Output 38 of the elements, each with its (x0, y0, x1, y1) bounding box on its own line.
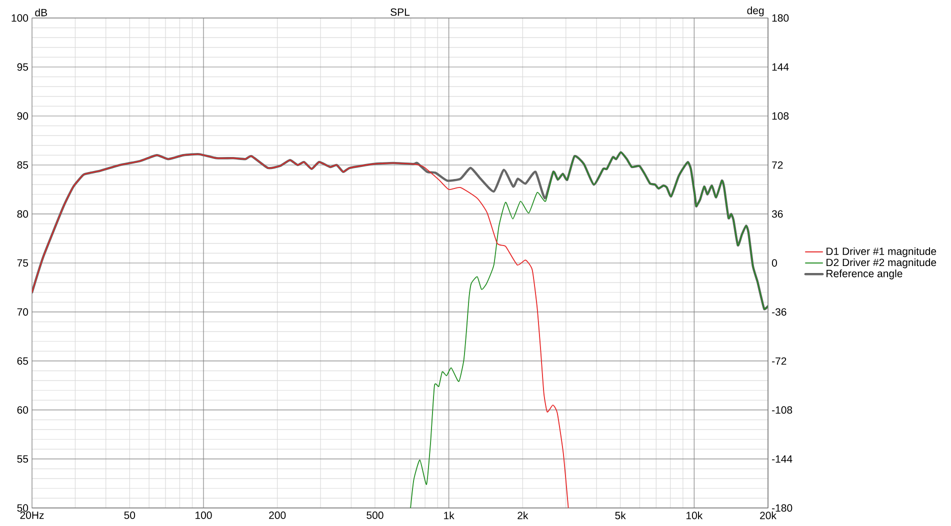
y-tick-label: 70 (17, 308, 28, 316)
y2-tick-label: -36 (772, 308, 786, 316)
x-tick-label: 2k (518, 512, 528, 520)
y2-tick-label: -144 (772, 455, 792, 463)
y-tick-label: 75 (17, 259, 28, 267)
y2-tick-label: 108 (772, 112, 789, 120)
x-tick-label: 20Hz (20, 512, 44, 519)
x-tick-label: 20k (760, 512, 776, 520)
y-tick-label: 65 (17, 357, 28, 365)
y2-tick-label: 72 (772, 161, 783, 169)
chart-title: SPL (390, 8, 410, 16)
y-tick-label: 90 (17, 112, 28, 120)
y2-axis-title: deg (747, 6, 764, 16)
y-tick-label: 85 (17, 161, 28, 169)
y2-tick-label: -108 (772, 406, 792, 414)
x-tick-label: 500 (366, 512, 384, 519)
x-tick-label: 50 (124, 512, 136, 519)
y-tick-label: 60 (17, 406, 28, 414)
y-tick-label: 100 (12, 14, 28, 22)
x-tick-label: 1k (444, 512, 454, 520)
x-tick-label: 100 (196, 512, 212, 519)
y2-tick-label: 0 (772, 259, 777, 267)
legend-label: Reference angle (826, 270, 902, 280)
y2-tick-label: -180 (772, 504, 792, 512)
legend-label: D1 Driver #1 magnitude (826, 247, 936, 258)
y-tick-label: 55 (17, 455, 28, 463)
y-tick-label: 50 (17, 504, 28, 512)
x-tick-label: 200 (269, 512, 286, 519)
y-axis-title: dB (35, 8, 47, 16)
y2-tick-label: 144 (772, 63, 789, 71)
y-tick-label: 95 (17, 63, 28, 71)
x-tick-label: 10k (686, 512, 703, 520)
y2-tick-label: 180 (772, 14, 789, 22)
y2-tick-label: 36 (772, 210, 783, 218)
legend-label: D2 Driver #2 magnitude (826, 258, 936, 268)
y2-tick-label: -72 (772, 357, 786, 365)
x-tick-label: 5k (615, 512, 626, 520)
y-tick-label: 80 (17, 210, 28, 218)
